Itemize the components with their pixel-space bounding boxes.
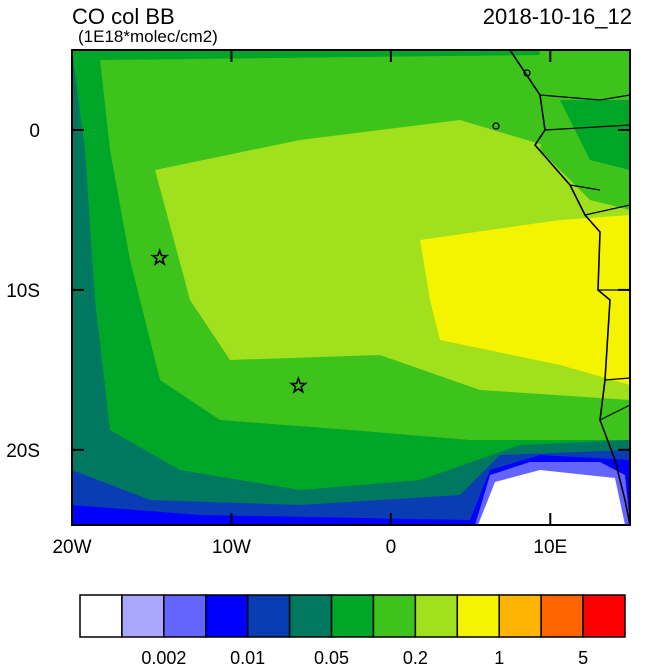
y-tick-label: 20S xyxy=(6,441,40,462)
colorbar-box xyxy=(205,594,249,638)
colorbar: 0.002 0.01 0.05 0.2 1 5 xyxy=(79,594,626,668)
colorbar-label: 0.2 xyxy=(403,648,428,667)
colorbar-box xyxy=(582,594,626,638)
island xyxy=(492,122,500,130)
colorbar-label: 1 xyxy=(494,648,504,667)
star-marker xyxy=(289,376,308,394)
colorbar-box xyxy=(456,594,500,638)
y-tick-label: 0 xyxy=(29,121,40,142)
colorbar-box xyxy=(79,594,123,638)
x-tick-label: 20W xyxy=(52,537,91,558)
colorbar-box xyxy=(163,594,207,638)
colorbar-label: 0.01 xyxy=(230,648,265,667)
date: 2018-10-16_12 xyxy=(483,4,632,29)
field-band xyxy=(478,470,625,525)
colorbar-box xyxy=(330,594,375,638)
colorbar-box xyxy=(288,594,333,638)
star-marker xyxy=(150,247,170,267)
border xyxy=(539,94,630,421)
field xyxy=(72,50,630,525)
colorbar-box xyxy=(372,594,417,638)
ticks: 20W 10W 0 10E 0 10S 20S xyxy=(6,50,630,558)
colorbar-label: 5 xyxy=(578,648,588,667)
x-tick-label: 10W xyxy=(212,537,251,558)
coastline xyxy=(509,50,630,525)
land xyxy=(560,100,630,170)
colorbar-box xyxy=(414,594,459,638)
colorbar-label: 0.002 xyxy=(141,648,186,667)
units: (1E18*molec/cm2) xyxy=(78,27,218,46)
colorbar-label: 0.05 xyxy=(314,648,349,667)
x-tick-label: 0 xyxy=(386,537,397,558)
x-tick-label: 10E xyxy=(533,537,567,558)
island xyxy=(523,69,531,77)
title: CO col BB xyxy=(72,4,175,29)
colorbar-box xyxy=(246,594,291,638)
frame xyxy=(71,49,631,526)
colorbar-box xyxy=(121,594,165,638)
colorbar-box xyxy=(498,594,542,638)
y-tick-label: 10S xyxy=(6,281,40,302)
colorbar-box xyxy=(540,594,584,638)
field-band xyxy=(420,215,630,385)
